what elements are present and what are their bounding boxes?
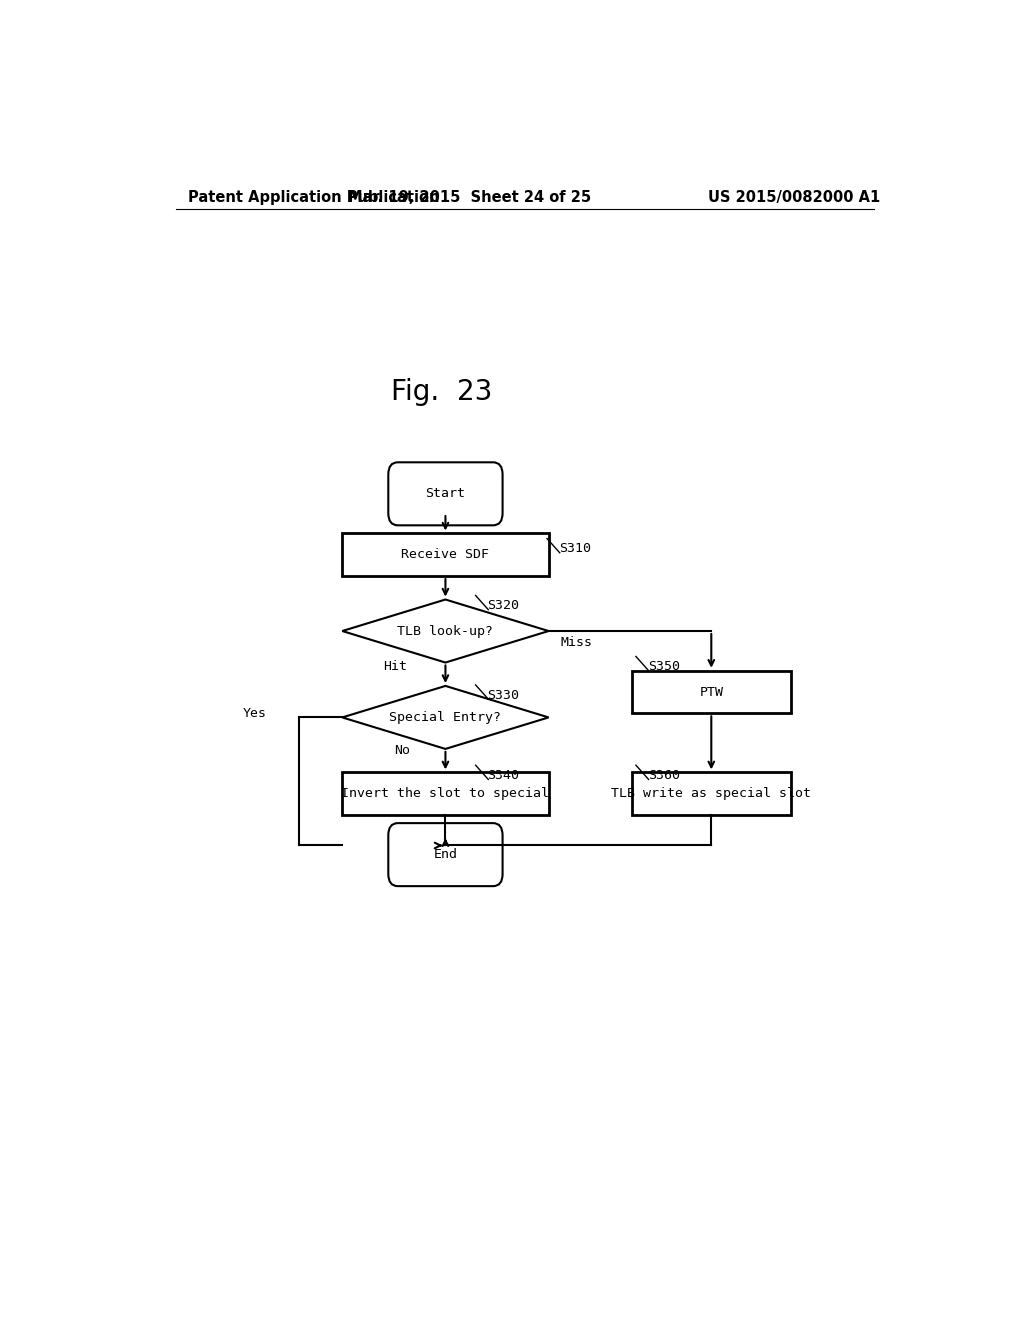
Text: No: No — [393, 744, 410, 758]
Polygon shape — [342, 686, 549, 748]
Text: Mar. 19, 2015  Sheet 24 of 25: Mar. 19, 2015 Sheet 24 of 25 — [348, 190, 591, 205]
Text: Miss: Miss — [560, 636, 593, 648]
Text: Receive SDF: Receive SDF — [401, 548, 489, 561]
Text: S340: S340 — [487, 768, 519, 781]
Text: Yes: Yes — [243, 706, 267, 719]
Text: Start: Start — [425, 487, 466, 500]
Text: Fig.  23: Fig. 23 — [391, 378, 493, 407]
Text: S310: S310 — [559, 543, 591, 556]
Text: S320: S320 — [487, 599, 519, 612]
Text: Patent Application Publication: Patent Application Publication — [187, 190, 439, 205]
FancyBboxPatch shape — [388, 462, 503, 525]
Text: PTW: PTW — [699, 685, 723, 698]
Text: US 2015/0082000 A1: US 2015/0082000 A1 — [709, 190, 881, 205]
Bar — [342, 533, 549, 576]
Bar — [342, 772, 549, 814]
Bar — [632, 772, 791, 814]
Text: S360: S360 — [648, 768, 680, 781]
Text: Special Entry?: Special Entry? — [389, 711, 502, 723]
Text: Invert the slot to special: Invert the slot to special — [341, 787, 550, 800]
Polygon shape — [342, 599, 549, 663]
Text: End: End — [433, 849, 458, 861]
Text: Hit: Hit — [383, 660, 408, 673]
Text: S330: S330 — [487, 689, 519, 701]
Text: TLB look-up?: TLB look-up? — [397, 624, 494, 638]
Bar — [632, 671, 791, 713]
Text: TLB write as special slot: TLB write as special slot — [611, 787, 811, 800]
Text: S350: S350 — [648, 660, 680, 673]
FancyBboxPatch shape — [388, 824, 503, 886]
